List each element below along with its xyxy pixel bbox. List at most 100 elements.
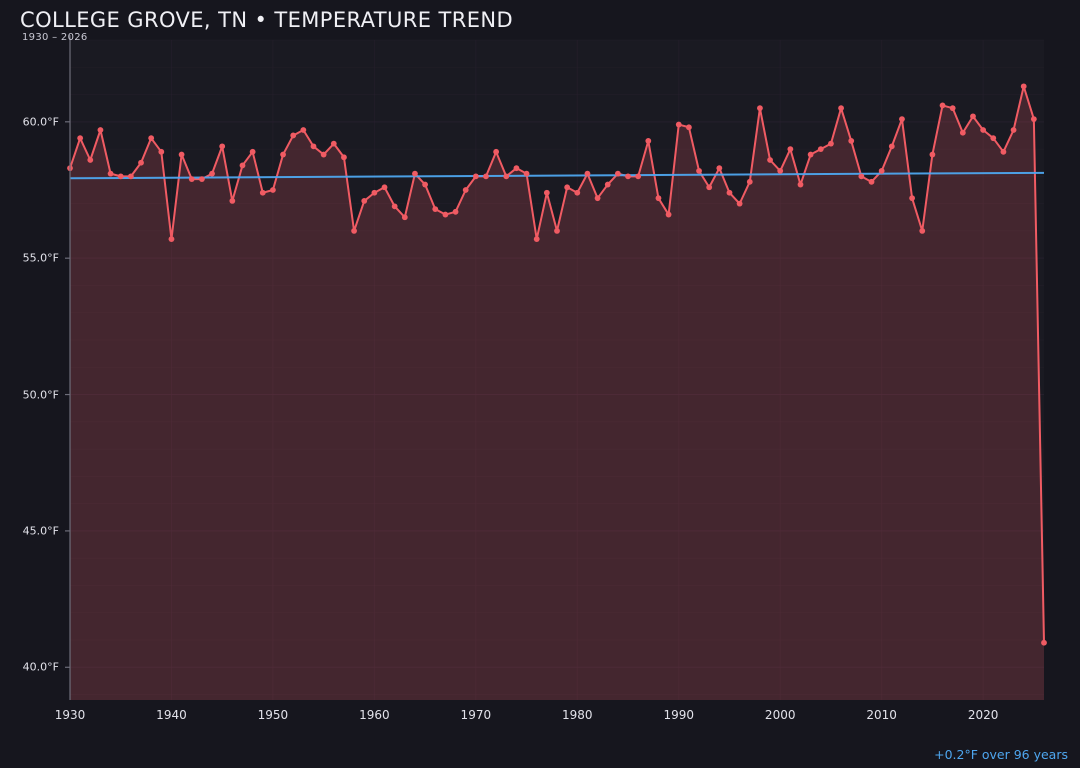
- data-point-marker: [716, 165, 723, 172]
- data-point-marker: [219, 143, 226, 150]
- x-axis-tick-label: 2010: [866, 708, 897, 722]
- data-point-marker: [1030, 116, 1037, 122]
- page-title: COLLEGE GROVE, TN • TEMPERATURE TREND: [20, 8, 514, 32]
- data-point-marker: [401, 214, 408, 221]
- data-point-marker: [330, 140, 337, 147]
- data-point-marker: [726, 189, 733, 196]
- data-point-marker: [909, 195, 915, 202]
- data-point-marker: [310, 143, 317, 150]
- data-point-marker: [706, 184, 713, 191]
- data-point-marker: [574, 189, 581, 196]
- data-point-marker: [757, 105, 763, 112]
- data-point-marker: [604, 181, 611, 188]
- data-point-marker: [300, 127, 307, 133]
- data-point-marker: [959, 129, 966, 136]
- y-axis-tick-label: 45.0°F: [22, 524, 59, 538]
- data-point-marker: [1000, 148, 1007, 155]
- data-point-marker: [787, 146, 794, 152]
- data-point-marker: [381, 184, 388, 191]
- data-point-marker: [371, 189, 378, 196]
- data-point-marker: [807, 151, 814, 158]
- x-axis-tick-label: 1960: [359, 708, 390, 722]
- data-point-marker: [746, 178, 753, 185]
- data-point-marker: [594, 195, 601, 202]
- data-point-marker: [838, 105, 844, 112]
- data-point-marker: [422, 181, 428, 188]
- data-point-marker: [878, 168, 885, 174]
- x-axis-tick-label: 2020: [967, 708, 999, 722]
- x-axis-tick-label: 1970: [460, 708, 492, 722]
- data-point-marker: [523, 170, 530, 177]
- trend-annotation: +0.2°F over 96 years: [934, 747, 1068, 762]
- data-point-marker: [127, 173, 134, 180]
- data-point-marker: [919, 228, 926, 234]
- data-point-marker: [320, 151, 327, 158]
- data-point-marker: [817, 146, 824, 152]
- data-point-marker: [259, 189, 266, 196]
- y-axis-tick-label: 40.0°F: [22, 660, 59, 674]
- plot-background: [70, 40, 1044, 700]
- chart-subtitle: 1930 – 2026: [22, 32, 88, 43]
- data-point-marker: [361, 198, 368, 204]
- data-point-marker: [645, 138, 652, 144]
- data-point-marker: [767, 157, 773, 163]
- data-point-marker: [625, 173, 631, 180]
- data-point-marker: [686, 124, 692, 131]
- data-point-marker: [290, 132, 297, 139]
- data-point-marker: [452, 208, 459, 215]
- data-point-marker: [554, 228, 560, 234]
- data-point-marker: [635, 173, 642, 180]
- data-point-marker: [868, 178, 875, 185]
- data-point-marker: [87, 157, 94, 163]
- data-point-marker: [178, 151, 185, 158]
- data-point-marker: [148, 135, 155, 142]
- series-area-fill: [70, 86, 1044, 701]
- data-point-marker: [543, 189, 550, 196]
- data-point-marker: [138, 159, 144, 166]
- data-point-marker: [1020, 83, 1027, 90]
- data-point-marker: [270, 187, 276, 193]
- x-axis-tick-label: 1930: [54, 708, 86, 722]
- data-point-marker: [858, 173, 865, 180]
- data-point-marker: [117, 173, 124, 180]
- data-point-marker: [341, 154, 347, 161]
- data-point-marker: [462, 187, 469, 193]
- data-point-marker: [513, 165, 520, 172]
- data-point-marker: [888, 143, 895, 150]
- data-point-marker: [584, 170, 591, 177]
- data-point-marker: [736, 200, 743, 207]
- data-point-marker: [432, 206, 439, 212]
- data-point-marker: [472, 173, 479, 180]
- data-point-marker: [199, 176, 205, 182]
- data-point-marker: [239, 162, 246, 169]
- data-point-marker: [899, 116, 905, 122]
- data-point-marker: [209, 170, 215, 177]
- data-point-marker: [614, 170, 621, 177]
- data-point-marker: [442, 211, 449, 218]
- y-axis-tick-label: 50.0°F: [22, 388, 59, 402]
- data-point-marker: [828, 140, 834, 147]
- data-point-marker: [675, 121, 682, 128]
- data-point-marker: [665, 211, 672, 218]
- y-axis-tick-label: 60.0°F: [22, 115, 59, 129]
- data-point-marker: [970, 113, 976, 120]
- data-point-marker: [188, 176, 195, 182]
- data-point-marker: [351, 228, 357, 234]
- data-point-marker: [107, 170, 114, 177]
- data-point-marker: [97, 127, 104, 133]
- x-axis-tick-label: 2000: [764, 708, 796, 722]
- data-point-marker: [77, 135, 84, 142]
- data-point-marker: [391, 203, 398, 210]
- data-point-marker: [564, 184, 571, 191]
- data-point-marker: [797, 181, 804, 188]
- data-point-marker: [777, 168, 784, 174]
- data-point-marker: [412, 170, 418, 177]
- data-point-marker: [533, 236, 540, 242]
- data-point-marker: [280, 151, 286, 158]
- data-point-marker: [990, 135, 997, 142]
- x-axis-tick-label: 1980: [562, 708, 593, 722]
- data-point-marker: [929, 151, 936, 158]
- data-point-marker: [949, 105, 956, 112]
